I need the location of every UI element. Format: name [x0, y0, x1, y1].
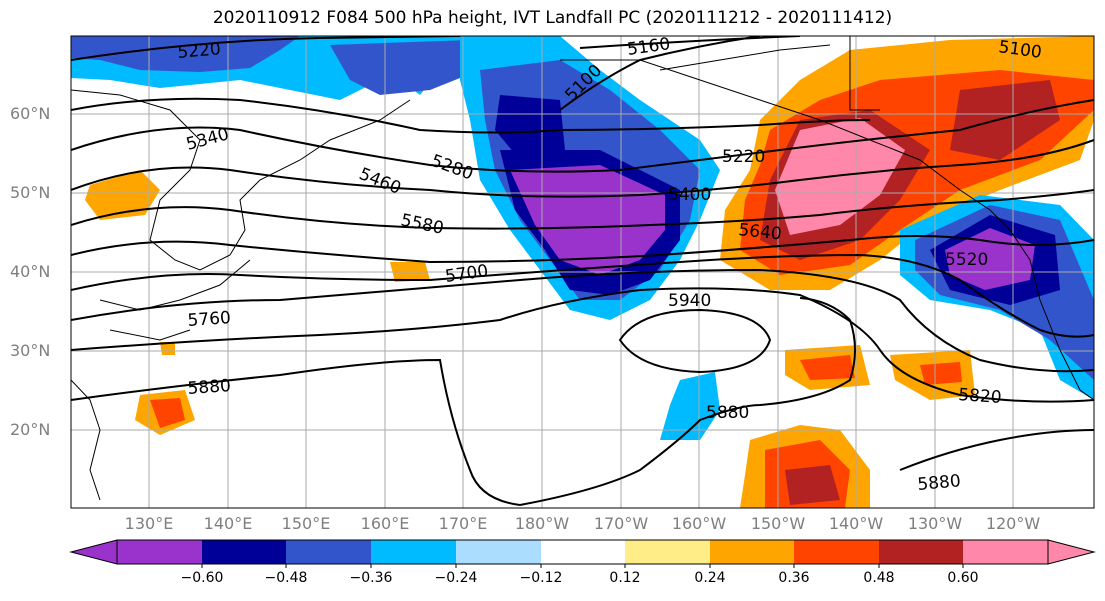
- lon-label: 130°E: [124, 514, 174, 533]
- positive-anomaly-patches: [85, 170, 975, 508]
- contour-label: 5640: [737, 220, 782, 244]
- map-frame: [70, 35, 1095, 509]
- contour-label: 5880: [917, 471, 962, 495]
- lon-label: 160°E: [360, 514, 410, 533]
- lat-label: 40°N: [10, 262, 51, 281]
- contour-label: 5760: [187, 308, 232, 331]
- colorbar-tick-label: 0.36: [778, 570, 810, 586]
- lat-label: 30°N: [10, 341, 51, 360]
- lon-label: 150°W: [750, 514, 806, 533]
- contour-label: 5220: [722, 147, 765, 167]
- colorbar-tick-label: −0.60: [180, 570, 224, 586]
- contour-label: 5880: [187, 376, 232, 399]
- lon-label: 170°E: [438, 514, 488, 533]
- lat-label: 50°N: [10, 183, 51, 202]
- contour-label: 5820: [958, 385, 1003, 408]
- colorbar: [69, 539, 1096, 568]
- map-title: 2020110912 F084 500 hPa height, IVT Land…: [212, 8, 893, 28]
- colorbar-tick-label: 0.24: [694, 570, 726, 586]
- lon-label: 140°W: [828, 514, 884, 533]
- contour-label: 5520: [945, 250, 988, 270]
- colorbar-tick-label: −0.24: [434, 570, 478, 586]
- colorbar-tick-label: −0.12: [519, 570, 563, 586]
- height-contours: [71, 36, 1094, 506]
- colorbar-tick-label: 0.12: [609, 570, 641, 586]
- lon-label: 150°E: [281, 514, 331, 533]
- colorbar-tick-label: −0.36: [349, 570, 393, 586]
- colorbar-tick-label: 0.48: [863, 570, 895, 586]
- colorbar-extend-low: [69, 539, 118, 565]
- contour-labels: 5220 5160 5100 5100 5340 5280 5220 5460 …: [177, 34, 1043, 495]
- lon-label: 160°W: [671, 514, 727, 533]
- lat-label: 20°N: [10, 420, 51, 439]
- lat-label: 60°N: [10, 104, 51, 123]
- contour-label: 5220: [177, 39, 222, 63]
- lon-label: 170°W: [593, 514, 649, 533]
- lon-label: 120°W: [985, 514, 1041, 533]
- lon-label: 140°E: [203, 514, 253, 533]
- contour-label: 5880: [706, 403, 749, 423]
- lon-label: 180°W: [514, 514, 570, 533]
- negative-anomaly-patches-south: [660, 372, 720, 440]
- negative-anomaly-central: [460, 36, 720, 320]
- negative-anomaly-northwest: [71, 36, 480, 100]
- contour-label: 5160: [626, 34, 672, 60]
- lon-label: 130°W: [907, 514, 963, 533]
- contour-label: 5400: [668, 185, 711, 205]
- colorbar-extend-high: [1047, 539, 1096, 565]
- contour-label: 5940: [668, 291, 711, 311]
- colorbar-tick-label: −0.48: [264, 570, 308, 586]
- colorbar-tick-label: 0.60: [947, 570, 979, 586]
